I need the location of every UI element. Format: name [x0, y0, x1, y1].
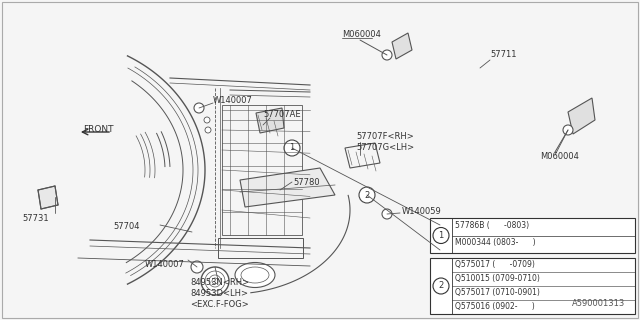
Polygon shape — [38, 186, 58, 209]
Circle shape — [563, 125, 573, 135]
Ellipse shape — [235, 262, 275, 287]
Text: 57731: 57731 — [22, 214, 49, 223]
Circle shape — [201, 267, 229, 295]
Text: 57707F<RH>: 57707F<RH> — [356, 132, 413, 141]
Text: Q575017 (0710-0901): Q575017 (0710-0901) — [455, 288, 540, 297]
Text: 57704: 57704 — [113, 222, 140, 231]
Text: W140007: W140007 — [145, 260, 185, 269]
FancyBboxPatch shape — [430, 218, 635, 253]
Text: 57786B (      -0803): 57786B ( -0803) — [455, 221, 529, 230]
Text: 57780: 57780 — [293, 178, 319, 187]
Circle shape — [382, 209, 392, 219]
Text: 2: 2 — [364, 190, 370, 199]
Text: FRONT: FRONT — [83, 125, 113, 134]
FancyBboxPatch shape — [430, 258, 635, 314]
Text: W140007: W140007 — [213, 96, 253, 105]
Text: M000344 (0803-      ): M000344 (0803- ) — [455, 238, 536, 247]
Circle shape — [191, 261, 203, 273]
Polygon shape — [568, 98, 595, 134]
Text: Q575016 (0902-      ): Q575016 (0902- ) — [455, 302, 535, 311]
Polygon shape — [240, 168, 335, 207]
Circle shape — [205, 127, 211, 133]
Circle shape — [433, 228, 449, 244]
Circle shape — [382, 50, 392, 60]
Text: <EXC.F-FOG>: <EXC.F-FOG> — [190, 300, 249, 309]
Text: M060004: M060004 — [540, 152, 579, 161]
Text: 1: 1 — [289, 143, 294, 153]
Text: 84953N<RH>: 84953N<RH> — [190, 278, 249, 287]
Text: Q510015 (0709-0710): Q510015 (0709-0710) — [455, 274, 540, 283]
Circle shape — [205, 271, 225, 291]
Text: W140059: W140059 — [402, 207, 442, 216]
Text: 57707G<LH>: 57707G<LH> — [356, 143, 414, 152]
Circle shape — [359, 187, 375, 203]
Ellipse shape — [241, 267, 269, 283]
Circle shape — [204, 117, 210, 123]
Text: Q575017 (      -0709): Q575017 ( -0709) — [455, 260, 535, 269]
Circle shape — [212, 278, 218, 284]
Text: 84953D<LH>: 84953D<LH> — [190, 289, 248, 298]
Text: 57711: 57711 — [490, 50, 516, 59]
Polygon shape — [392, 33, 412, 59]
Circle shape — [284, 140, 300, 156]
Circle shape — [209, 275, 221, 287]
Text: M060004: M060004 — [342, 30, 381, 39]
Text: 1: 1 — [438, 231, 444, 240]
Circle shape — [194, 103, 204, 113]
Text: 2: 2 — [438, 282, 444, 291]
Polygon shape — [256, 108, 284, 133]
Text: A590001313: A590001313 — [572, 299, 625, 308]
Text: 57707AE: 57707AE — [263, 110, 301, 119]
Circle shape — [433, 278, 449, 294]
